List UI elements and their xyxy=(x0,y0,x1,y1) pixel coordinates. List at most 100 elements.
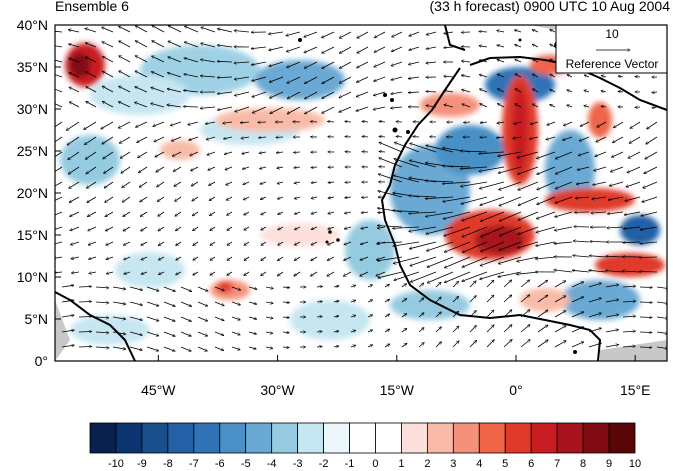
wind-vector xyxy=(207,151,216,155)
wind-vector xyxy=(129,346,142,350)
lat-tick-label: 35°N xyxy=(17,59,48,75)
wind-vector xyxy=(294,226,301,230)
wind-vector xyxy=(188,121,199,125)
wind-vector xyxy=(174,181,182,186)
wind-vector xyxy=(379,136,386,137)
wind-vector xyxy=(234,62,250,63)
colorbar-swatch xyxy=(556,422,584,454)
wind-vector xyxy=(129,301,143,305)
wind-vector xyxy=(425,196,454,199)
wind-vector xyxy=(537,325,548,333)
wind-vector xyxy=(119,136,131,143)
wind-vector xyxy=(104,181,114,188)
wind-vector xyxy=(243,196,250,200)
wind-vector xyxy=(287,76,301,83)
wind-vector xyxy=(623,242,641,243)
wind-vector xyxy=(497,60,505,63)
wind-vector xyxy=(554,226,573,231)
wind-vector xyxy=(287,61,301,68)
wind-vector xyxy=(135,41,148,48)
wind-vector xyxy=(629,136,641,143)
wind-vector xyxy=(426,46,437,49)
wind-vector xyxy=(163,316,175,321)
lat-tick-label: 30°N xyxy=(17,101,48,117)
wind-vector xyxy=(554,281,566,288)
wind-vector xyxy=(241,137,250,138)
wind-vector xyxy=(452,296,459,303)
wind-vector xyxy=(95,302,109,303)
lat-tick-label: 20°N xyxy=(17,185,48,201)
wind-vector xyxy=(87,196,97,203)
wind-vector xyxy=(601,106,607,107)
wind-vector xyxy=(360,271,369,276)
wind-vector xyxy=(55,151,63,158)
wind-vector xyxy=(652,92,658,93)
wind-vector xyxy=(185,26,199,33)
wind-vector xyxy=(139,181,148,187)
wind-vector xyxy=(85,57,97,63)
wind-vector xyxy=(227,241,233,245)
wind-vector xyxy=(157,196,165,202)
wind-vector xyxy=(564,121,573,126)
wind-vector xyxy=(146,316,159,321)
wind-vector xyxy=(427,241,454,251)
wind-vector xyxy=(408,76,420,79)
wind-vector xyxy=(61,345,74,348)
wind-vector xyxy=(409,160,437,168)
wind-vector xyxy=(379,121,386,122)
wind-vector xyxy=(214,316,224,321)
wind-vector xyxy=(503,325,512,333)
colorbar-label: -4 xyxy=(267,458,277,470)
wind-vector xyxy=(135,87,148,93)
wind-vector xyxy=(78,317,92,318)
wind-vector xyxy=(514,30,522,33)
wind-vector xyxy=(197,316,208,321)
wind-vector xyxy=(339,31,352,38)
wind-vector xyxy=(152,41,165,48)
wind-vector xyxy=(55,88,63,93)
wind-vector xyxy=(66,121,80,130)
colorbar-swatch xyxy=(608,422,636,454)
wind-vector xyxy=(55,211,63,216)
wind-vector xyxy=(146,346,159,351)
wind-vector xyxy=(294,197,301,199)
wind-vector xyxy=(176,271,182,275)
wind-vector xyxy=(282,347,289,348)
wind-vector xyxy=(102,42,114,48)
wind-vector xyxy=(95,287,109,288)
wind-vector xyxy=(119,26,131,33)
wind-vector xyxy=(639,287,652,288)
wind-vector xyxy=(610,166,624,172)
wind-vector xyxy=(201,43,216,48)
wind-vector xyxy=(571,312,584,318)
wind-vector xyxy=(384,284,390,288)
longitude-axis: 45°W 30°W 15°W 0° 15°E xyxy=(141,355,650,398)
wind-vector xyxy=(124,271,131,274)
wind-vector xyxy=(624,211,641,215)
wind-vector xyxy=(384,299,390,303)
wind-vector xyxy=(112,301,126,304)
colorbar-label: -7 xyxy=(189,458,199,470)
reference-vector-legend: 10 Reference Vector xyxy=(555,24,668,74)
wind-vector xyxy=(518,196,539,206)
wind-vector xyxy=(444,226,471,236)
wind-vector xyxy=(413,137,420,138)
wind-vector xyxy=(248,331,257,334)
wind-vector xyxy=(643,181,658,188)
wind-vector xyxy=(234,76,250,79)
wind-vector xyxy=(401,328,407,333)
wind-vector xyxy=(304,61,318,68)
wind-vector xyxy=(571,327,584,333)
wind-vector xyxy=(418,298,424,303)
colorbar-swatch xyxy=(89,422,117,454)
wind-vector xyxy=(639,332,652,333)
wind-vector xyxy=(515,74,522,78)
wind-vector xyxy=(118,121,131,128)
colorbar-swatch xyxy=(167,422,195,454)
wind-vector xyxy=(520,280,530,288)
wind-vector xyxy=(514,121,522,124)
wind-vector xyxy=(567,105,573,107)
wind-vector xyxy=(532,44,539,48)
wind-vector xyxy=(452,326,459,333)
wind-vector xyxy=(625,196,641,201)
